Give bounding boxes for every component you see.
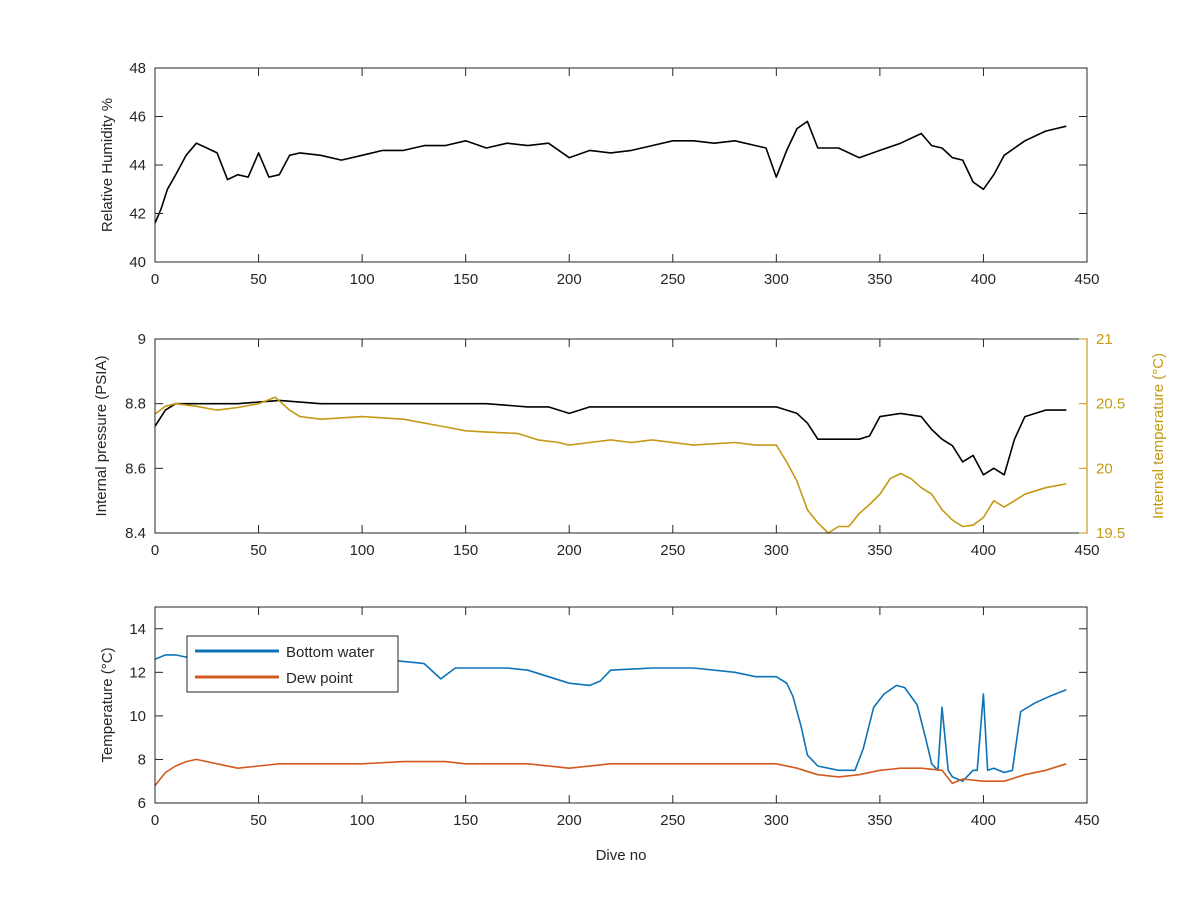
x-tick-label: 200: [557, 271, 582, 288]
tick-layer: 0 50 100 150 200 250 300 350 400 450 6 8 10 12 14: [129, 607, 1100, 829]
y-tick-label: 8.4: [125, 525, 146, 542]
y-tick-label: 8: [138, 751, 146, 768]
y-tick-label: 6: [138, 795, 146, 812]
x-tick-label: 250: [660, 812, 685, 829]
legend-label-dew-point: Dew point: [286, 670, 354, 687]
x-tick-label: 100: [350, 542, 375, 559]
series-line-1: [154, 758, 1067, 787]
y-tick-label: 10: [129, 708, 146, 725]
y-tick-label: 44: [129, 157, 146, 174]
x-tick-label: 250: [660, 542, 685, 559]
x-tick-label: 50: [250, 542, 267, 559]
x-tick-label: 200: [557, 542, 582, 559]
series-line-0: [154, 120, 1067, 224]
x-tick-label: 50: [250, 271, 267, 288]
legend-label-bottom-water: Bottom water: [286, 644, 374, 661]
x-tick-label: 450: [1074, 542, 1099, 559]
x-tick-label: 300: [764, 812, 789, 829]
y2-tick-label: 19.5: [1096, 525, 1125, 542]
panel-humidity: 0 50 100 150 200 250 300 350 400 450 40 42 44 46 48 Re…: [99, 60, 1100, 288]
x-tick-label: 450: [1074, 271, 1099, 288]
y2-tick-label: 20.5: [1096, 396, 1125, 413]
series-line-1: [154, 396, 1067, 534]
y-tick-label: 42: [129, 206, 146, 223]
x-tick-label: 100: [350, 812, 375, 829]
tick-layer: 0 50 100 150 200 250 300 350 400 450 40 42 44 46 48: [129, 60, 1099, 288]
x-tick-label: 150: [453, 271, 478, 288]
legend: Bottom water Dew point: [186, 635, 399, 693]
y-tick-label: 48: [129, 60, 146, 77]
panel-pressure-temperature: 0 50 100 150 200 250 300 350 400 450 8.4 8.6 8.8 9 19.…: [93, 331, 1167, 559]
y2-tick-label: 20: [1096, 460, 1113, 477]
x-tick-label: 400: [971, 812, 996, 829]
x-tick-label: 0: [151, 812, 159, 829]
x-tick-label: 300: [764, 542, 789, 559]
tick-layer: 0 50 100 150 200 250 300 350 400 450 8.4 8.6 8.8 9 19.…: [125, 331, 1125, 559]
y-tick-label: 8.8: [125, 396, 146, 413]
x-tick-label: 400: [971, 271, 996, 288]
y-tick-label: 8.6: [125, 460, 146, 477]
x-tick-label: 150: [453, 542, 478, 559]
y-axis-label: Relative Humidity %: [99, 98, 116, 232]
x-tick-label: 0: [151, 542, 159, 559]
y2-tick-label: 21: [1096, 331, 1113, 348]
x-tick-label: 400: [971, 542, 996, 559]
x-tick-label: 150: [453, 812, 478, 829]
y-tick-label: 9: [138, 331, 146, 348]
x-axis-label: Dive no: [596, 847, 647, 864]
x-tick-label: 100: [350, 271, 375, 288]
x-tick-label: 200: [557, 812, 582, 829]
plot-frame: [154, 606, 1088, 804]
y-axis-label: Internal pressure (PSIA): [93, 356, 110, 517]
plot-frame: [154, 67, 1088, 263]
y-tick-label: 14: [129, 621, 146, 638]
series-layer: [154, 120, 1067, 224]
y-tick-label: 40: [129, 254, 146, 271]
x-tick-label: 350: [867, 271, 892, 288]
series-line-0: [154, 399, 1067, 476]
x-tick-label: 300: [764, 271, 789, 288]
y-axis-label: Temperature (°C): [99, 647, 116, 762]
x-tick-label: 450: [1074, 812, 1099, 829]
x-tick-label: 50: [250, 812, 267, 829]
y-tick-label: 46: [129, 109, 146, 126]
y2-axis-label: Internal temperature (°C): [1150, 353, 1167, 519]
x-tick-label: 250: [660, 271, 685, 288]
plot-frame: [154, 338, 1088, 534]
legend-box: [186, 635, 399, 693]
y-tick-label: 12: [129, 664, 146, 681]
x-tick-label: 350: [867, 812, 892, 829]
panel-temperature: 0 50 100 150 200 250 300 350 400 450 6 8 10 12 14 Temp…: [99, 606, 1100, 864]
series-layer: [154, 396, 1067, 534]
x-tick-label: 350: [867, 542, 892, 559]
x-tick-label: 0: [151, 271, 159, 288]
